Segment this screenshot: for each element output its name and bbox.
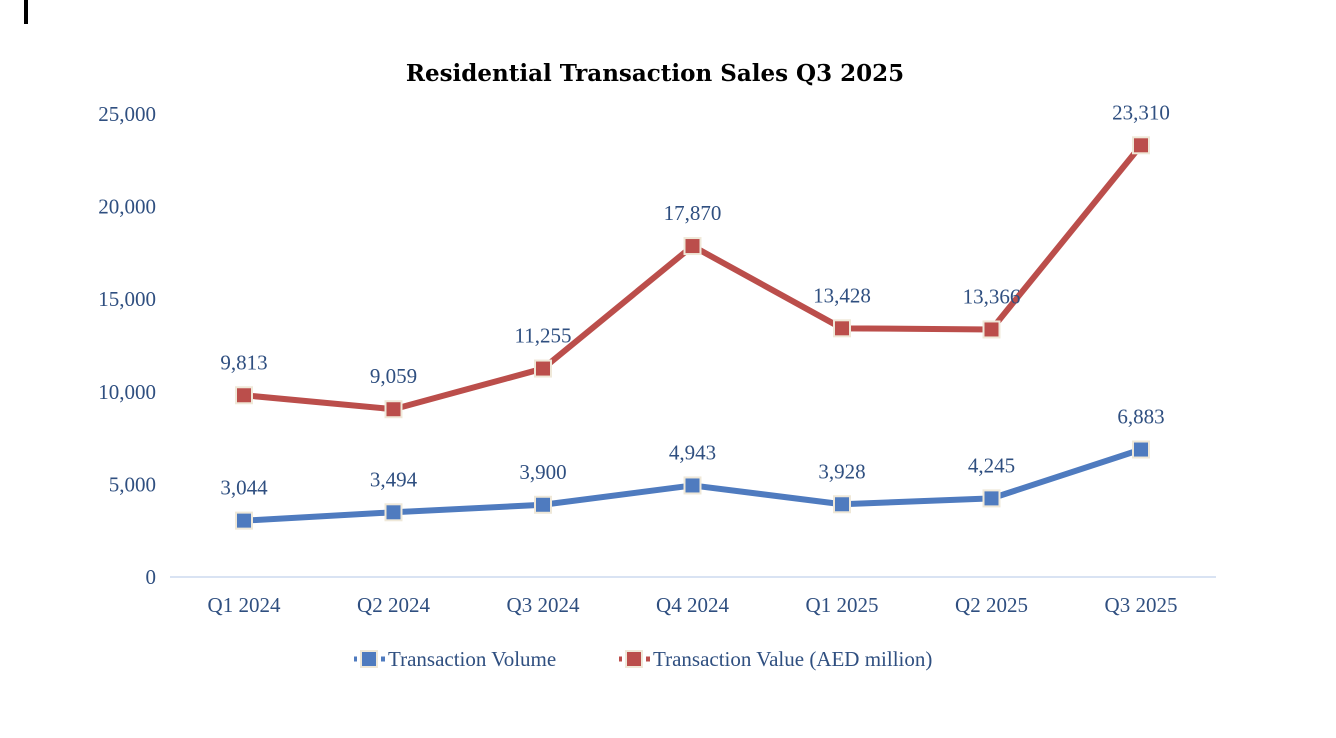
y-tick-label: 20,000	[98, 195, 156, 219]
data-label: 11,255	[515, 324, 572, 348]
legend-marker-icon	[625, 650, 643, 668]
x-tick-label: Q1 2025	[806, 593, 879, 617]
data-point-marker	[1132, 440, 1150, 459]
data-point-marker	[833, 495, 851, 514]
data-label: 13,428	[813, 283, 871, 307]
legend-item: Transaction Volume	[354, 647, 556, 671]
x-axis-ticks: Q1 2024 Q2 2024 Q3 2024 Q4 2024 Q1 2025 Q2 20…	[208, 593, 1178, 617]
legend-label: Transaction Volume	[388, 647, 556, 671]
data-point-marker	[833, 319, 851, 338]
data-label: 4,245	[968, 453, 1015, 477]
data-label: 3,928	[818, 459, 865, 483]
data-point-marker	[982, 489, 1001, 508]
data-label: 9,059	[370, 364, 417, 388]
data-labels: 3,044 3,494 3,900 4,943 3,928 4,245 6,883 9,813…	[220, 100, 1170, 499]
legend-item: Transaction Value (AED million)	[619, 647, 932, 671]
legend-label: Transaction Value (AED million)	[653, 647, 932, 671]
data-label: 4,943	[669, 440, 716, 464]
data-label: 23,310	[1112, 100, 1170, 124]
x-tick-label: Q2 2024	[357, 593, 430, 617]
data-point-marker	[683, 237, 702, 256]
data-label: 3,900	[519, 460, 566, 484]
data-point-marker	[384, 503, 403, 522]
data-point-marker	[534, 495, 552, 514]
x-tick-label: Q2 2025	[955, 593, 1028, 617]
x-tick-label: Q4 2024	[656, 593, 729, 617]
x-tick-label: Q3 2024	[507, 593, 580, 617]
data-point-marker	[1132, 136, 1150, 155]
data-point-marker	[683, 476, 702, 495]
legend-marker-icon	[360, 650, 378, 668]
x-tick-label: Q1 2024	[208, 593, 281, 617]
data-point-marker	[235, 386, 253, 405]
x-tick-label: Q3 2025	[1105, 593, 1178, 617]
data-label: 3,044	[220, 476, 268, 500]
data-label: 13,366	[963, 284, 1021, 308]
series-markers	[235, 136, 1150, 530]
data-point-marker	[982, 320, 1001, 339]
data-label: 3,494	[370, 467, 418, 491]
data-point-marker	[235, 511, 253, 530]
data-label: 6,883	[1117, 405, 1164, 429]
y-tick-label: 0	[146, 565, 157, 589]
y-tick-label: 25,000	[98, 102, 156, 126]
data-label: 17,870	[664, 201, 722, 225]
legend: Transaction Volume Transaction Value (AED…	[354, 647, 932, 671]
data-point-marker	[384, 400, 403, 419]
y-tick-label: 10,000	[98, 380, 156, 404]
y-tick-label: 15,000	[98, 287, 156, 311]
data-label: 9,813	[220, 350, 267, 374]
chart-title: Residential Transaction Sales Q3 2025	[406, 60, 904, 87]
data-point-marker	[534, 359, 552, 378]
text-cursor-bar	[24, 0, 28, 24]
y-tick-label: 5,000	[109, 472, 156, 496]
y-axis-ticks: 0 5,000 10,000 15,000 20,000 25,000	[98, 102, 156, 589]
